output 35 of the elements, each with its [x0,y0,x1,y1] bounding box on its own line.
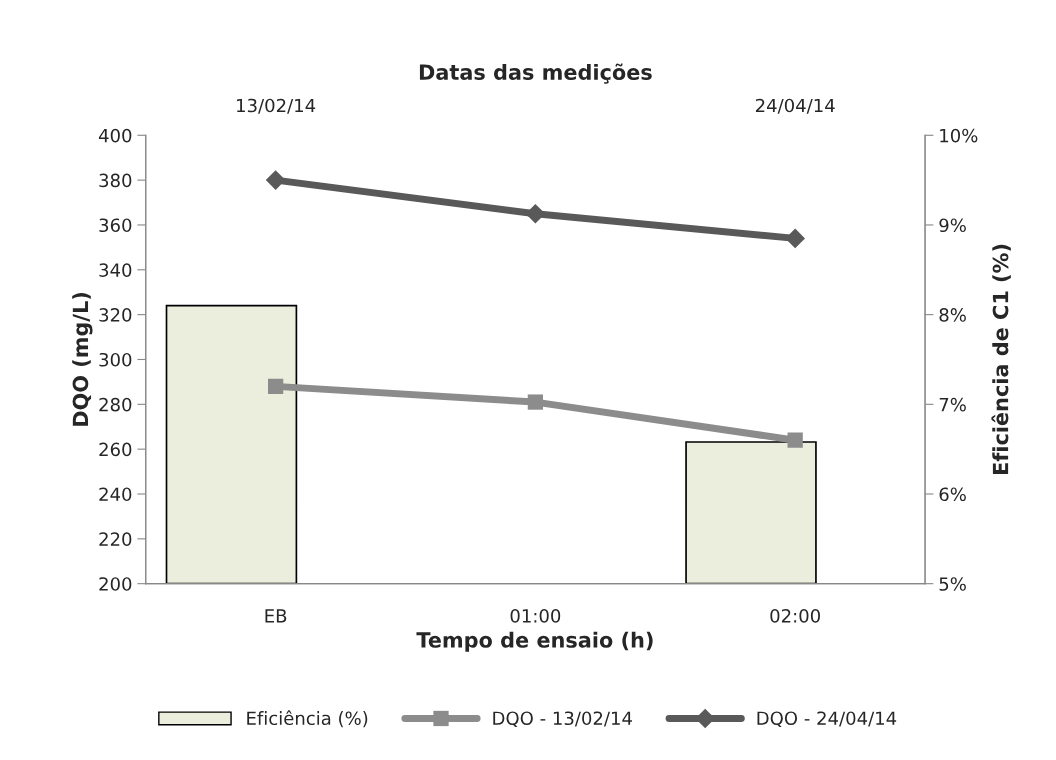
y-tick-label: 220 [99,532,132,546]
text: 13/02/14 [237,98,316,114]
y-tick-label: 340 [99,263,132,277]
y2-tick-label: 7% [939,397,966,412]
point [787,432,803,448]
x-axis-title: Tempo de ensaio (h) [416,631,653,652]
y-tick-label: 200 [99,577,132,591]
y-tick-label: 280 [99,397,132,412]
x-tick-label: 02:00 [770,609,820,623]
y-tick-label: 320 [99,308,132,322]
point [785,228,805,249]
y-tick-label: 380 [99,173,132,188]
y2-tick-label: 8% [939,308,966,322]
point [267,378,284,395]
y2-tick-label: 10% [940,128,978,143]
y-axis-title: DQO (mg/L) [72,293,93,426]
point [525,203,546,224]
y2-tick-label: 9% [939,218,966,233]
x-tick-label: EB [265,609,287,623]
legend-label: DQO - 24/04/14 [757,711,897,728]
y-tick-label: 300 [99,352,132,367]
text: 24/04/14 [755,98,835,114]
chart-title: Datas das medições [419,63,652,84]
y-tick-label: 260 [99,442,132,457]
point [527,394,544,410]
point [265,170,286,190]
legend-label: Eficiência (%) [247,710,368,728]
y2-tick-label: 5% [939,577,966,591]
y2-axis-title: Eficiência de C1 (%) [991,244,1011,475]
x-tick-label: 01:00 [510,609,561,623]
y-tick-label: 400 [98,128,132,143]
y2-tick-label: 6% [939,487,966,502]
legend-label: DQO - 13/02/14 [493,711,632,728]
y-tick-label: 240 [99,487,132,502]
y-tick-label: 360 [99,218,132,233]
